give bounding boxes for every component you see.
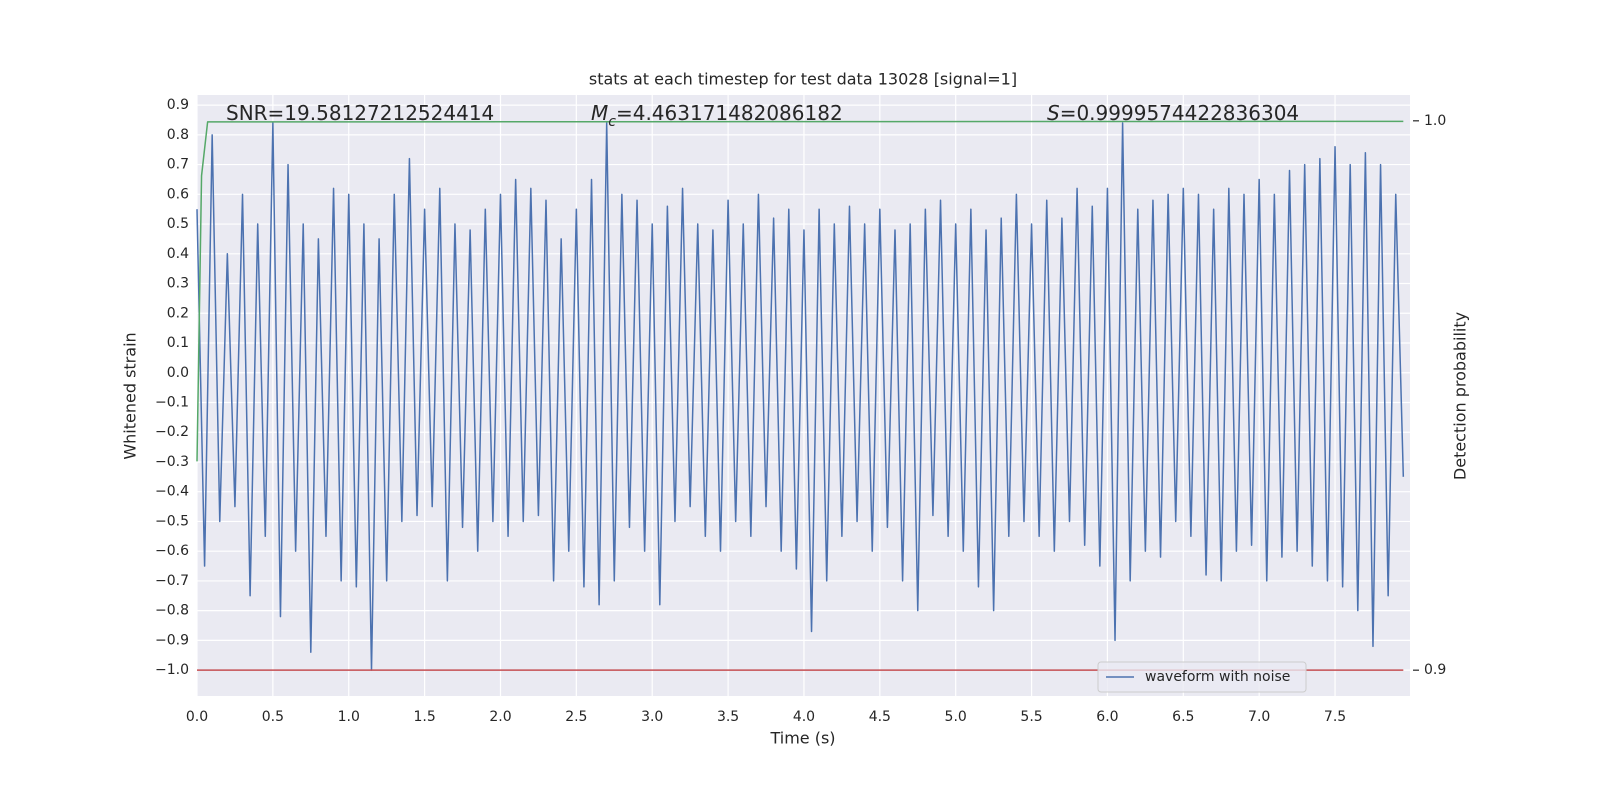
legend-label: waveform with noise xyxy=(1145,669,1290,685)
y-tick-label: −0.8 xyxy=(155,603,189,619)
x-tick-label: 7.5 xyxy=(1324,709,1346,725)
legend xyxy=(1097,661,1307,693)
x-tick-label: 3.5 xyxy=(717,709,739,725)
x-tick-label: 7.0 xyxy=(1248,709,1270,725)
annotation-text: =4.463171482086182 xyxy=(616,101,843,125)
y-tick-label: 0.6 xyxy=(167,186,189,202)
x-tick-label: 6.5 xyxy=(1172,709,1194,725)
y2-axis-label: Detection probability xyxy=(1451,312,1470,480)
annotation: SNR=19.58127212524414 xyxy=(226,101,494,125)
y2-tick-label: 1.0 xyxy=(1424,113,1446,129)
annotation-symbol: S xyxy=(1047,101,1060,125)
x-tick-label: 5.5 xyxy=(1020,709,1042,725)
data-line xyxy=(196,120,1404,462)
y-tick-label: −0.5 xyxy=(155,513,189,529)
x-tick-label: 6.0 xyxy=(1096,709,1118,725)
y-tick-label: 0.4 xyxy=(167,246,189,262)
y2-tick-label: 0.9 xyxy=(1424,662,1446,678)
annotation-text: SNR=19.58127212524414 xyxy=(226,101,494,125)
y-tick-label: −1.0 xyxy=(155,662,189,678)
data-line xyxy=(196,122,1405,671)
x-tick-label: 2.5 xyxy=(565,709,587,725)
y-tick-label: 0.2 xyxy=(167,305,189,321)
x-tick-label: 1.0 xyxy=(338,709,360,725)
x-tick-label: 0.0 xyxy=(186,709,208,725)
x-tick-label: 1.5 xyxy=(413,709,435,725)
y-tick-label: 0.5 xyxy=(167,216,189,232)
y-tick-label: 0.3 xyxy=(167,276,189,292)
annotation-symbol: M xyxy=(591,101,608,125)
y-tick-label: −0.2 xyxy=(155,424,189,440)
annotation: Mc=4.463171482086182 xyxy=(591,101,843,131)
x-tick-label: 0.5 xyxy=(262,709,284,725)
chart-title: stats at each timestep for test data 130… xyxy=(589,70,1017,89)
annotation-text: =0.9999574422836304 xyxy=(1060,101,1299,125)
annotation: S=0.9999574422836304 xyxy=(1047,101,1299,125)
annotation-subscript: c xyxy=(608,114,616,130)
x-tick-label: 2.0 xyxy=(489,709,511,725)
y-tick-label: 0.7 xyxy=(167,157,189,173)
y-tick-label: −0.1 xyxy=(155,394,189,410)
y-tick-label: 0.9 xyxy=(167,97,189,113)
y-tick-label: −0.7 xyxy=(155,573,189,589)
y-axis-label: Whitened strain xyxy=(121,332,140,459)
y-tick-label: 0.0 xyxy=(167,365,189,381)
y-tick-label: 0.1 xyxy=(167,335,189,351)
y-tick-label: −0.6 xyxy=(155,543,189,559)
x-tick-label: 4.0 xyxy=(793,709,815,725)
y-tick-label: 0.8 xyxy=(167,127,189,143)
x-tick-label: 3.0 xyxy=(641,709,663,725)
x-tick-label: 5.0 xyxy=(945,709,967,725)
x-tick-label: 4.5 xyxy=(869,709,891,725)
x-axis-label: Time (s) xyxy=(769,729,835,748)
y-tick-label: −0.9 xyxy=(155,632,189,648)
y-tick-label: −0.4 xyxy=(155,484,189,500)
y-tick-label: −0.3 xyxy=(155,454,189,470)
